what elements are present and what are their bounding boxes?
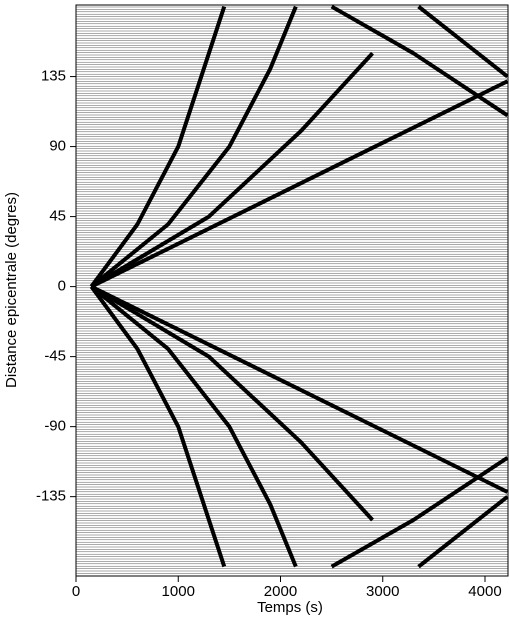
x-axis-label: Temps (s) xyxy=(257,599,323,616)
x-tick-label: 1000 xyxy=(162,583,195,600)
phase-line xyxy=(90,285,298,568)
y-tick-label: 45 xyxy=(49,208,66,225)
y-tick-label: 0 xyxy=(58,278,66,295)
phase-line xyxy=(417,4,509,79)
x-tick-label: 4000 xyxy=(468,583,501,600)
phase-line xyxy=(330,456,509,569)
phase-line xyxy=(89,5,227,288)
phase-line xyxy=(417,495,509,569)
y-tick-label: -45 xyxy=(44,348,66,365)
y-tick-label: -90 xyxy=(44,418,66,435)
phase-line xyxy=(90,51,374,289)
phase-line xyxy=(90,284,374,522)
phase-line xyxy=(90,5,298,289)
x-tick-label: 3000 xyxy=(366,583,399,600)
y-tick-label: 135 xyxy=(41,68,66,85)
y-tick-label: -135 xyxy=(36,488,66,505)
x-tick-label: 2000 xyxy=(264,583,297,600)
y-tick-label: 90 xyxy=(49,138,66,155)
x-tick-label: 0 xyxy=(72,583,80,600)
plot-frame xyxy=(75,4,509,577)
y-axis-label: Distance epicentrale (degres) xyxy=(3,192,20,388)
phase-line xyxy=(330,4,509,118)
phase-line xyxy=(90,284,509,494)
phase-line xyxy=(89,285,227,568)
phase-line xyxy=(90,79,509,289)
